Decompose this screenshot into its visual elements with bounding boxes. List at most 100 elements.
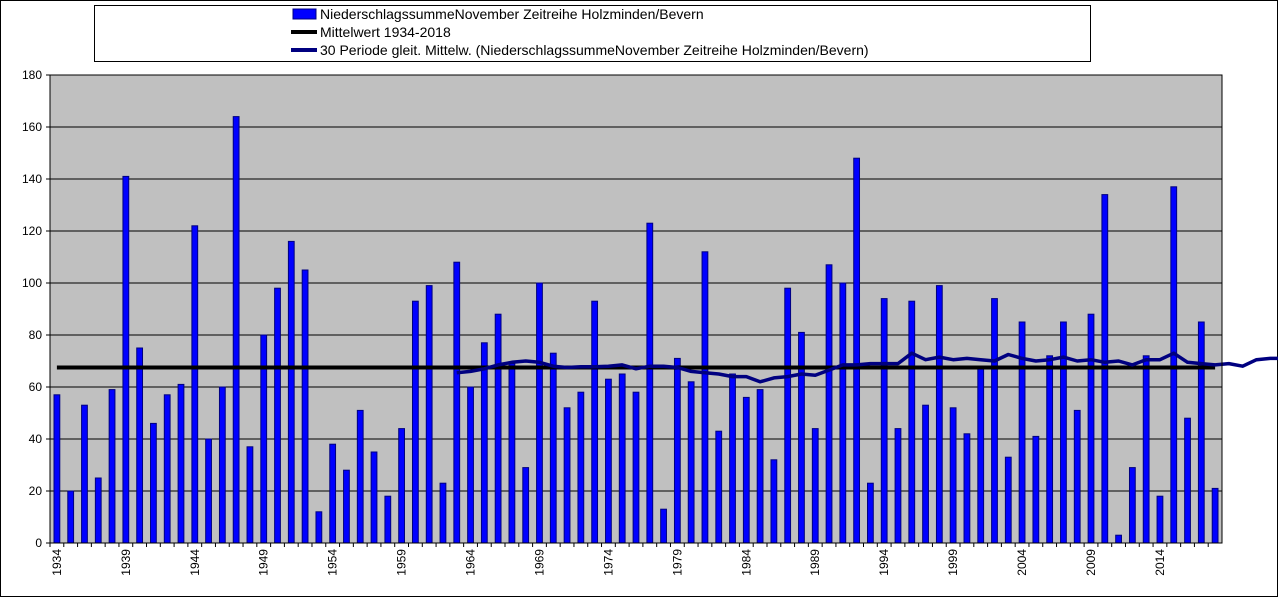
bar-1940 <box>136 347 144 544</box>
x-tick-label-1974: 1974 <box>601 549 615 576</box>
bar-1972 <box>577 391 585 544</box>
bar-1985 <box>756 389 764 544</box>
bar-1961 <box>425 285 433 544</box>
legend-box <box>94 5 1091 62</box>
bar-1959 <box>398 428 405 544</box>
legend-label-moving-average: 30 Periode gleit. Mittelw. (Niederschlag… <box>320 42 869 58</box>
bar-1969 <box>536 282 543 544</box>
bar-1943 <box>177 383 185 544</box>
x-tick-label-1969: 1969 <box>532 549 546 576</box>
x-tick-label-1934: 1934 <box>50 549 64 576</box>
bar-2017 <box>1197 321 1205 544</box>
legend: NiederschlagssummeNovember Zeitreihe Hol… <box>94 5 1091 62</box>
moving-average-line <box>456 351 1278 384</box>
bar-1962 <box>439 482 447 544</box>
bar-1977 <box>646 222 654 544</box>
plot-area-border <box>49 74 1223 544</box>
bar-2015 <box>1170 186 1178 544</box>
bar-2002 <box>991 298 998 544</box>
bar-1942 <box>163 394 171 544</box>
legend-label-mean: Mittelwert 1934-2018 <box>320 24 451 40</box>
bar-2005 <box>1032 435 1040 544</box>
bar-2014 <box>1156 495 1164 544</box>
bar-1935 <box>67 490 75 544</box>
bar-1990 <box>825 264 833 544</box>
bar-1971 <box>563 407 571 544</box>
bar-1934 <box>53 394 61 544</box>
y-axis: 0 20 40 60 80 100 120 140 160 180 <box>22 68 50 550</box>
bar-1996 <box>908 300 916 544</box>
bar-1945 <box>205 438 212 544</box>
bar-1936 <box>81 404 88 544</box>
legend-label-bar: NiederschlagssummeNovember Zeitreihe Hol… <box>320 6 704 22</box>
x-tick-label-2009: 2009 <box>1084 549 1098 576</box>
bar-1963 <box>453 261 461 544</box>
bar-1965 <box>480 342 488 544</box>
bar-2009 <box>1087 313 1095 544</box>
bar-2007 <box>1060 321 1067 544</box>
y-tick-label-40: 40 <box>29 432 43 446</box>
bar-2016 <box>1184 417 1191 544</box>
y-tick-label-140: 140 <box>22 172 42 186</box>
x-tick-label-1984: 1984 <box>739 549 753 576</box>
bar-1968 <box>522 467 530 544</box>
bar-2012 <box>1128 467 1136 544</box>
x-tick-label-1964: 1964 <box>464 549 478 576</box>
bar-1998 <box>935 285 943 544</box>
y-tick-label-60: 60 <box>29 380 43 394</box>
x-tick-label-1954: 1954 <box>326 549 340 576</box>
bar-1980 <box>687 381 695 544</box>
x-tick-label-1999: 1999 <box>946 549 960 576</box>
bar-1983 <box>729 373 736 544</box>
bar-1994 <box>880 298 888 544</box>
bar-1944 <box>191 225 199 544</box>
bar-2018 <box>1211 487 1219 544</box>
bar-1951 <box>287 240 295 544</box>
bar-1952 <box>301 269 309 544</box>
bar-1948 <box>246 446 254 544</box>
bar-1984 <box>742 396 750 544</box>
y-tick-label-120: 120 <box>22 224 42 238</box>
bar-1941 <box>150 422 157 544</box>
y-tick-label-0: 0 <box>35 536 42 550</box>
bar-1981 <box>701 251 709 544</box>
bar-1955 <box>343 469 350 544</box>
bar-2004 <box>1018 321 1026 544</box>
y-tick-label-100: 100 <box>22 276 42 290</box>
bar-1958 <box>384 495 392 544</box>
x-tick-label-1994: 1994 <box>877 549 891 576</box>
bar-1956 <box>356 409 364 544</box>
bar-1995 <box>894 428 902 544</box>
legend-swatch-bar <box>292 8 317 20</box>
bar-1937 <box>94 477 102 544</box>
bar-1987 <box>784 287 792 544</box>
bar-1978 <box>660 508 667 544</box>
bar-1966 <box>494 313 502 544</box>
y-tick-label-160: 160 <box>22 120 42 134</box>
bar-1946 <box>218 386 226 544</box>
bar-1964 <box>467 386 474 544</box>
bar-2003 <box>1004 456 1012 544</box>
bar-1939 <box>122 175 130 544</box>
bar-2011 <box>1115 534 1122 544</box>
y-tick-label-80: 80 <box>29 328 43 342</box>
bar-2013 <box>1142 355 1150 544</box>
bar-1986 <box>770 459 778 544</box>
bar-1960 <box>411 300 419 544</box>
bar-1973 <box>591 300 599 544</box>
bar-1997 <box>922 404 929 544</box>
bar-1975 <box>618 373 626 544</box>
y-tick-label-20: 20 <box>29 484 43 498</box>
line-series <box>56 351 1278 384</box>
bar-1989 <box>811 428 819 544</box>
bar-1993 <box>867 482 874 544</box>
bar-2000 <box>963 433 971 544</box>
bar-1991 <box>839 282 847 544</box>
y-tick-label-180: 180 <box>22 68 42 82</box>
x-tick-label-1944: 1944 <box>188 549 202 576</box>
bar-1957 <box>370 451 378 544</box>
x-tick-label-2014: 2014 <box>1153 549 1167 576</box>
x-tick-label-1979: 1979 <box>670 549 684 576</box>
bar-1982 <box>715 430 723 544</box>
